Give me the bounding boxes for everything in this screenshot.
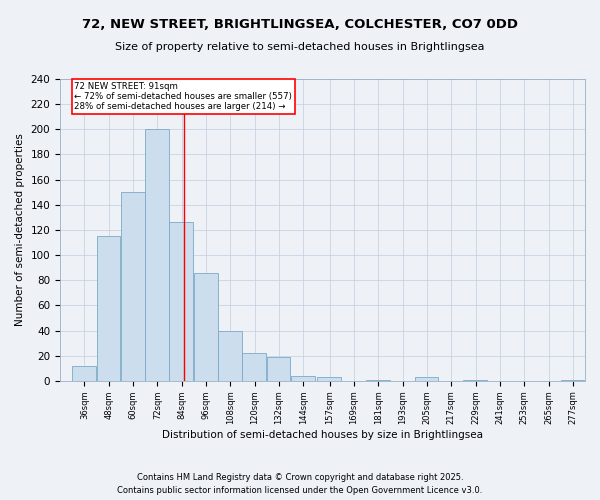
- Text: 72 NEW STREET: 91sqm
← 72% of semi-detached houses are smaller (557)
28% of semi: 72 NEW STREET: 91sqm ← 72% of semi-detac…: [74, 82, 292, 112]
- Bar: [218, 330, 242, 381]
- X-axis label: Distribution of semi-detached houses by size in Brightlingsea: Distribution of semi-detached houses by …: [162, 430, 483, 440]
- Bar: [463, 380, 487, 381]
- Y-axis label: Number of semi-detached properties: Number of semi-detached properties: [15, 134, 25, 326]
- Text: Contains public sector information licensed under the Open Government Licence v3: Contains public sector information licen…: [118, 486, 482, 495]
- Text: Size of property relative to semi-detached houses in Brightlingsea: Size of property relative to semi-detach…: [115, 42, 485, 52]
- Bar: [366, 380, 390, 381]
- Bar: [97, 236, 120, 381]
- Bar: [194, 272, 218, 381]
- Text: 72, NEW STREET, BRIGHTLINGSEA, COLCHESTER, CO7 0DD: 72, NEW STREET, BRIGHTLINGSEA, COLCHESTE…: [82, 18, 518, 30]
- Bar: [72, 366, 96, 381]
- Bar: [560, 380, 584, 381]
- Bar: [169, 222, 193, 381]
- Bar: [121, 192, 145, 381]
- Bar: [267, 357, 290, 381]
- Text: Contains HM Land Registry data © Crown copyright and database right 2025.: Contains HM Land Registry data © Crown c…: [137, 472, 463, 482]
- Bar: [242, 353, 266, 381]
- Bar: [145, 130, 169, 381]
- Bar: [291, 376, 315, 381]
- Bar: [415, 377, 439, 381]
- Bar: [317, 377, 341, 381]
